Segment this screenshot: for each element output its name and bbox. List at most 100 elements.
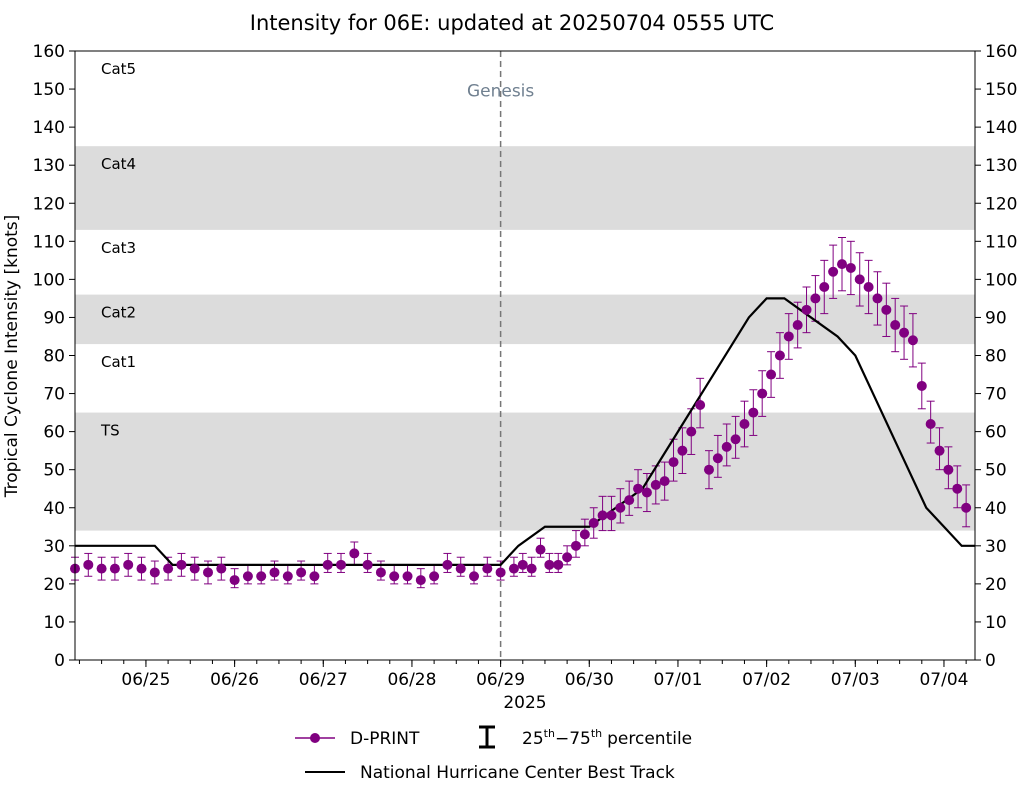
dprint-point [570,540,581,551]
dprint-point [109,563,120,574]
x-tick-label: 07/02 [742,670,791,690]
band-cat4 [75,146,975,230]
y-tick-label-left: 130 [33,156,65,176]
dprint-point [721,441,732,452]
y-tick-label-left: 20 [43,575,65,595]
dprint-point [216,563,227,574]
dprint-point [322,559,333,570]
dprint-point [703,464,714,475]
dprint-point [907,335,918,346]
legend-besttrack-label: National Hurricane Center Best Track [360,763,675,783]
legend-pct-hi: 75 [569,729,591,749]
dprint-point [415,575,426,586]
dprint-point [517,559,528,570]
dprint-point [677,445,688,456]
y-tick-label-right: 60 [985,423,1007,443]
y-tick-label-left: 150 [33,80,65,100]
x-tick-label: 06/29 [476,670,525,690]
legend-percentile-icon [479,725,495,749]
dprint-point [606,510,617,521]
dprint-point [495,567,506,578]
y-tick-label-left: 50 [43,461,65,481]
y-tick-label-right: 80 [985,347,1007,367]
y-tick-label-left: 110 [33,232,65,252]
dprint-point [828,266,839,277]
dprint-point [455,563,466,574]
dprint-point [766,369,777,380]
y-tick-label-left: 160 [33,42,65,62]
dprint-point [650,479,661,490]
y-axis-label: Tropical Cyclone Intensity [knots] [2,215,22,499]
dprint-point [389,571,400,582]
x-tick-label: 06/28 [387,670,436,690]
dprint-point [588,517,599,528]
y-tick-label-left: 60 [43,423,65,443]
dprint-point [943,464,954,475]
dprint-point [890,320,901,331]
y-tick-label-right: 130 [985,156,1017,176]
dprint-point [83,559,94,570]
dprint-point [282,571,293,582]
y-tick-label-left: 30 [43,537,65,557]
y-tick-label-right: 90 [985,308,1007,328]
legend: D-PRINT 25th−75th percentile National Hur… [295,725,692,783]
y-tick-label-right: 140 [985,118,1017,138]
legend-percentile-label: 25th−75th percentile [522,727,692,749]
dprint-point [526,563,537,574]
dprint-point [774,350,785,361]
dprint-point [810,293,821,304]
x-tick-label: 07/04 [919,670,968,690]
band-label-cat1: Cat1 [101,353,136,371]
dprint-point [624,495,635,506]
intensity-bands: TS Cat1 Cat2 Cat3 Cat4 Cat5 Genesis [75,51,975,660]
legend-pct-hi-sup: th [591,727,602,740]
dprint-point [136,563,147,574]
y-tick-label-right: 50 [985,461,1007,481]
dprint-point [149,567,160,578]
x-tick-label: 06/27 [299,670,348,690]
dprint-point [562,552,573,563]
y-tick-label-right: 40 [985,499,1007,519]
dprint-point [633,483,644,494]
dprint-point [739,419,750,430]
dprint-point [854,274,865,285]
dprint-point [925,419,936,430]
dprint-point [668,457,679,468]
dprint-point [819,281,830,292]
y-tick-label-right: 30 [985,537,1007,557]
dprint-point [881,304,892,315]
legend-pct-lo-sup: th [544,727,555,740]
dprint-point [544,559,555,570]
dprint-point [349,548,360,559]
band-cat2 [75,294,975,345]
y-tick-label-right: 20 [985,575,1007,595]
y-tick-label-left: 100 [33,270,65,290]
y-tick-label-left: 140 [33,118,65,138]
y-tick-label-left: 80 [43,347,65,367]
x-tick-label: 07/01 [653,670,702,690]
y-tick-label-left: 10 [43,613,65,633]
dprint-point [402,571,413,582]
dprint-point [469,571,480,582]
plot-frame [74,50,976,661]
dprint-point [695,399,706,410]
dprint-point [375,567,386,578]
dprint-point [429,571,440,582]
y-tick-label-right: 0 [985,651,996,671]
x-tick-label: 07/03 [831,670,880,690]
dprint-point [229,575,240,586]
chart-title: Intensity for 06E: updated at 20250704 0… [250,11,774,35]
dprint-point [845,262,856,273]
dprint-point [659,476,670,487]
y-tick-label-left: 70 [43,385,65,405]
band-label-cat4: Cat4 [101,155,136,173]
x-tick-label: 06/30 [565,670,614,690]
dprint-point [579,529,590,540]
band-ts [75,412,975,531]
dprint-point [309,571,320,582]
dprint-point [916,380,927,391]
y-tick-label-left: 0 [54,651,65,671]
dprint-point [641,487,652,498]
y-tick-label-left: 40 [43,499,65,519]
dprint-point [482,563,493,574]
